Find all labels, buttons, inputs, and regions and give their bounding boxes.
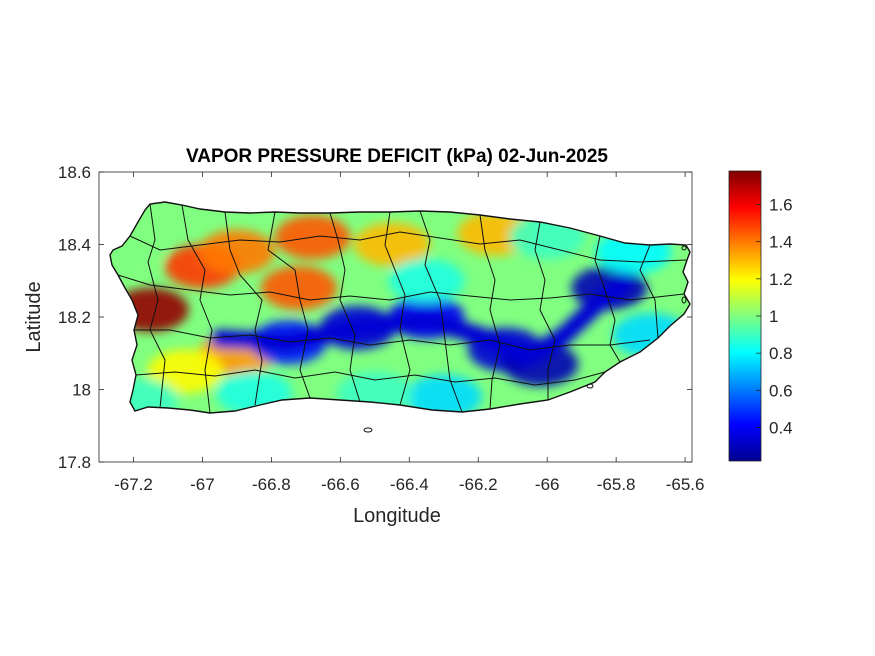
colorbar-tick-label: 1 xyxy=(769,307,778,326)
vpd-patch xyxy=(147,349,224,394)
colorbar: 0.4 0.6 0.8 1 1.2 1.4 1.6 xyxy=(728,170,793,462)
municipality-boundary xyxy=(639,244,659,339)
chart-title: VAPOR PRESSURE DEFICIT (kPa) 02-Jun-2025 xyxy=(186,146,608,167)
islet xyxy=(363,427,373,433)
y-tick-label: 17.8 xyxy=(58,453,91,472)
x-tick-label: -66.2 xyxy=(459,475,498,494)
vpd-patch xyxy=(260,266,337,310)
y-tick-label: 18 xyxy=(72,381,91,400)
y-axis-ticks: 17.8 18 18.2 18.4 18.6 xyxy=(58,163,692,472)
island-outline xyxy=(109,201,691,414)
municipality-boundary xyxy=(419,210,463,413)
municipality-boundary xyxy=(129,231,687,263)
municipality-boundary xyxy=(135,369,606,386)
colorbar-tick-label: 1.2 xyxy=(769,270,793,289)
municipality-boundary xyxy=(534,221,556,400)
vpd-patch xyxy=(110,229,165,274)
municipality-boundary xyxy=(384,211,411,406)
colorbar-tick-label: 0.8 xyxy=(769,344,793,363)
vpd-patch xyxy=(405,374,482,413)
x-axis-label: Longitude xyxy=(353,505,441,527)
colorbar-tick-label: 1.4 xyxy=(769,233,793,252)
colorbar-tick-label: 0.6 xyxy=(769,381,793,400)
municipality-boundaries xyxy=(117,203,687,414)
municipality-boundary xyxy=(594,235,621,363)
islet xyxy=(586,383,594,389)
municipality-boundary xyxy=(134,329,651,351)
municipality-boundary xyxy=(224,211,263,406)
y-axis-label: Latitude xyxy=(23,281,45,352)
x-tick-label: -67 xyxy=(190,475,215,494)
x-tick-label: -67.2 xyxy=(114,475,153,494)
islet xyxy=(681,296,687,304)
colorbar-tick-label: 0.4 xyxy=(769,419,793,438)
municipality-boundary xyxy=(479,214,501,410)
islet xyxy=(681,245,687,251)
municipality-boundary xyxy=(117,274,685,301)
x-tick-label: -66.6 xyxy=(321,475,360,494)
colorbar-ticks: 0.4 0.6 0.8 1 1.2 1.4 1.6 xyxy=(756,195,793,438)
y-tick-label: 18.2 xyxy=(58,308,91,327)
islets xyxy=(363,245,687,433)
x-tick-label: -66 xyxy=(535,475,560,494)
x-tick-label: -66.8 xyxy=(252,475,291,494)
municipality-boundary xyxy=(181,204,213,414)
vpd-patch xyxy=(388,258,465,303)
x-axis-ticks: -67.2 -67 -66.8 -66.6 -66.4 -66.2 -66 -65.8 -65.… xyxy=(114,172,704,494)
municipality-boundary xyxy=(147,203,166,409)
x-tick-label: -66.4 xyxy=(390,475,429,494)
x-tick-label: -65.6 xyxy=(666,475,705,494)
municipality-boundary xyxy=(267,211,311,399)
colorbar-tick-label: 1.6 xyxy=(769,195,793,214)
plot-area xyxy=(98,171,693,463)
x-tick-label: -65.8 xyxy=(597,475,636,494)
vpd-low-band xyxy=(210,275,633,366)
y-tick-label: 18.6 xyxy=(58,163,91,182)
municipality-boundary xyxy=(329,212,361,403)
y-tick-label: 18.4 xyxy=(58,236,91,255)
